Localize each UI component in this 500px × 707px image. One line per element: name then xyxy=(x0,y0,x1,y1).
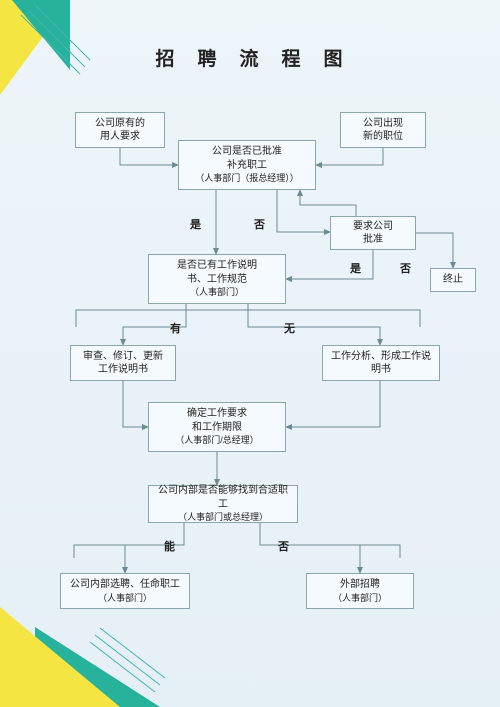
flow-edge xyxy=(248,304,380,345)
flow-node-n2: 公司出现新的职位 xyxy=(340,112,426,148)
flow-node-n6: 是否已有工作说明书、工作规范（人事部门） xyxy=(148,254,286,304)
flow-node-n10: 公司内部是否能够找到合适职工（人事部门或总经理） xyxy=(148,485,298,523)
flow-edge xyxy=(248,304,420,327)
flow-edge xyxy=(277,190,330,232)
flow-edge xyxy=(120,148,178,165)
flow-label: 有 xyxy=(170,320,181,336)
flow-node-n11: 公司内部选聘、任命职工（人事部门） xyxy=(60,573,190,609)
flow-node-n3: 公司是否已批准补充职工（人事部门（报总经理）） xyxy=(178,140,316,190)
flowchart: 公司原有的用人要求 公司出现新的职位公司是否已批准补充职工（人事部门（报总经理））… xyxy=(0,0,500,707)
flow-label: 否 xyxy=(400,260,411,276)
flow-label: 能 xyxy=(164,538,175,554)
flow-node-n12: 外部招聘（人事部门） xyxy=(306,573,414,609)
flow-node-n7: 审查、修订、更新工作说明书 xyxy=(70,345,176,381)
flow-node-n9: 确定工作要求和工作期限（人事部门/总经理） xyxy=(148,402,286,452)
flow-edge xyxy=(316,148,383,165)
flow-edge xyxy=(286,381,380,427)
flow-label: 无 xyxy=(284,320,295,336)
flow-node-n4: 要求公司批准 xyxy=(330,216,416,250)
flow-node-n5: 终止 xyxy=(430,268,476,292)
flow-edge xyxy=(76,304,248,327)
flow-node-n8: 工作分析、形成工作说明书 xyxy=(322,345,440,381)
flow-edge xyxy=(260,523,360,573)
flow-label: 是 xyxy=(350,260,361,276)
flow-edge xyxy=(416,233,453,268)
flow-edge xyxy=(300,190,356,216)
flow-edge xyxy=(125,523,184,573)
flow-label: 是 xyxy=(190,216,201,232)
flow-label: 否 xyxy=(254,216,265,232)
flow-edge xyxy=(123,381,148,427)
flow-label: 否 xyxy=(278,538,289,554)
flow-node-n1: 公司原有的用人要求 xyxy=(75,112,165,148)
